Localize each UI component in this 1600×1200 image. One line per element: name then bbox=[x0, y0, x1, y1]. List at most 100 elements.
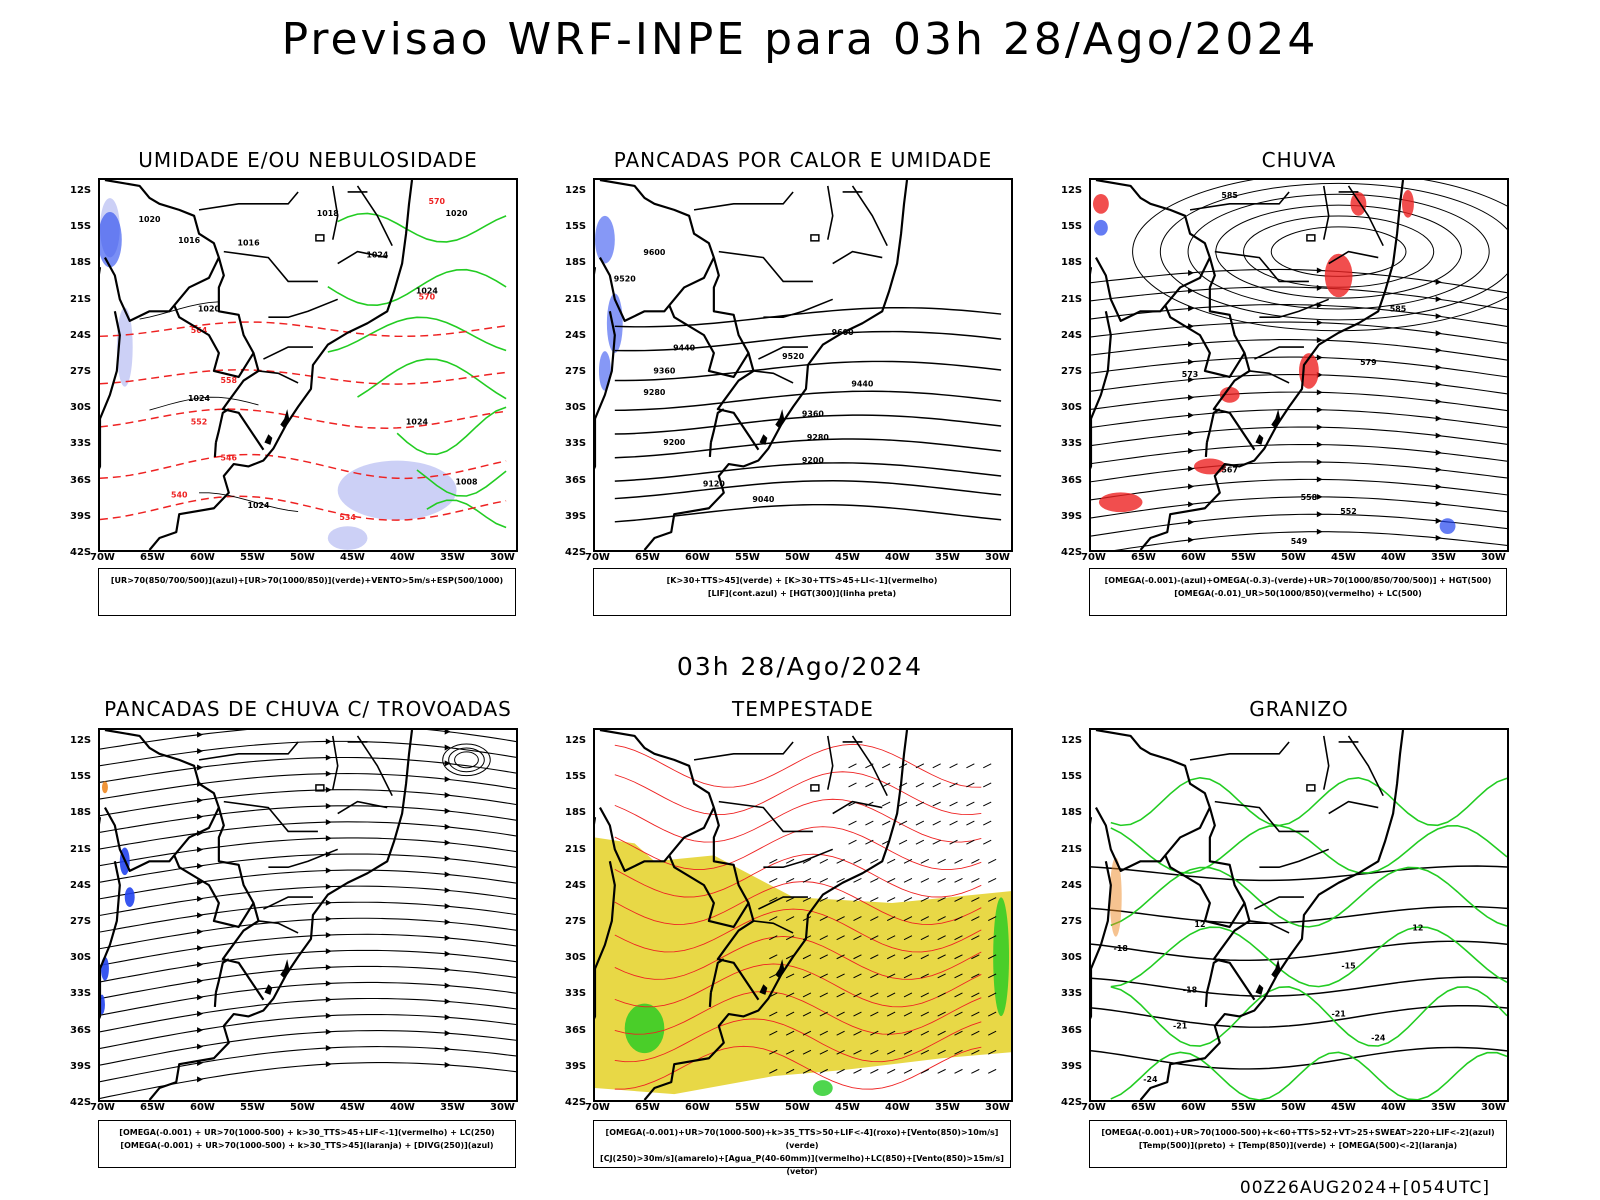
contour-label: 9360 bbox=[653, 366, 676, 375]
height-contour bbox=[614, 503, 1002, 523]
state-border bbox=[1254, 896, 1304, 910]
state-border bbox=[1189, 191, 1290, 211]
flow-arrow bbox=[197, 731, 204, 738]
lat-tick-label: 27S bbox=[70, 366, 92, 378]
wind-vector bbox=[954, 897, 963, 902]
wind-vector bbox=[987, 973, 997, 979]
streamline bbox=[1091, 304, 1507, 327]
wind-vector bbox=[853, 1068, 862, 1074]
contour-label: 552 bbox=[191, 418, 208, 427]
streamline bbox=[614, 1045, 982, 1090]
lon-tick-label: 40W bbox=[885, 1102, 910, 1113]
panel-title-pancadas-calor: PANCADAS POR CALOR E UMIDADE bbox=[613, 148, 993, 172]
wind-vector bbox=[987, 992, 997, 998]
wind-vector bbox=[987, 935, 997, 941]
state-borders bbox=[198, 735, 393, 934]
wind-vector bbox=[920, 1030, 930, 1036]
flow-arrow bbox=[197, 748, 204, 755]
wind-vector bbox=[949, 782, 958, 788]
lat-tick-label: 27S bbox=[565, 366, 587, 378]
wind-vector bbox=[848, 763, 857, 769]
flow-arrow bbox=[1188, 483, 1195, 490]
basemap bbox=[595, 180, 909, 550]
lat-tick-label: 42S bbox=[1061, 547, 1083, 558]
wind-vector bbox=[819, 858, 828, 864]
flow-arrow bbox=[197, 879, 204, 886]
forecast-time-label: 03h 28/Ago/2024 bbox=[676, 652, 924, 681]
state-border bbox=[763, 848, 834, 869]
state-border bbox=[198, 191, 299, 211]
wind-vector bbox=[932, 839, 941, 845]
flow-arrow bbox=[1188, 341, 1195, 348]
temperature-500-contour bbox=[1091, 865, 1507, 882]
pressure-contour bbox=[139, 301, 219, 320]
lake bbox=[1255, 434, 1264, 445]
flow-arrow bbox=[1435, 449, 1442, 456]
map-canvas bbox=[100, 730, 516, 1100]
flow-arrow bbox=[444, 998, 451, 1005]
contour-label: 12 bbox=[1194, 920, 1205, 929]
state-border bbox=[356, 185, 393, 247]
wind-vector bbox=[954, 992, 963, 998]
lon-tick-label: 60W bbox=[190, 1102, 215, 1113]
wind-vector bbox=[987, 858, 997, 864]
flow-arrow bbox=[444, 934, 451, 941]
streamline bbox=[1091, 408, 1507, 428]
flow-arrow bbox=[197, 797, 204, 804]
moisture-contour bbox=[396, 406, 507, 456]
lat-tick-label: 15S bbox=[565, 771, 587, 783]
moisture-contour bbox=[337, 212, 507, 243]
streamline bbox=[448, 747, 485, 773]
lon-tick-label: 35W bbox=[935, 1102, 960, 1113]
wind-vector bbox=[937, 935, 946, 941]
wind-vector bbox=[903, 1011, 913, 1017]
flow-arrow bbox=[197, 945, 204, 952]
country-border bbox=[1091, 861, 1112, 1020]
lat-tick-label: 21S bbox=[565, 843, 587, 855]
country-border bbox=[1204, 442, 1208, 457]
wind-vector bbox=[886, 1011, 896, 1017]
lat-tick-label: 18S bbox=[565, 257, 587, 269]
flow-arrow bbox=[1188, 430, 1195, 437]
flow-arrow bbox=[444, 1030, 451, 1037]
flow-arrow bbox=[1316, 459, 1323, 465]
contour-label: -24 bbox=[1143, 1075, 1158, 1084]
flow-arrow bbox=[444, 1061, 451, 1068]
lon-tick-label: 40W bbox=[1381, 1102, 1406, 1113]
country-border bbox=[1164, 854, 1246, 929]
flow-arrow bbox=[444, 730, 451, 735]
wind-vector bbox=[769, 935, 778, 941]
temperature-500-contour bbox=[1091, 976, 1507, 997]
contour-label: 570 bbox=[419, 292, 436, 301]
streamline bbox=[100, 805, 516, 833]
wind-area bbox=[993, 897, 1010, 1017]
lat-tick-label: 30S bbox=[1061, 952, 1083, 964]
wind-vector bbox=[819, 897, 828, 902]
wind-vector bbox=[785, 1068, 795, 1074]
contour-label: 546 bbox=[220, 453, 237, 462]
height-contour bbox=[614, 330, 1002, 352]
map-chuva: 585 585 579 573 567 558 552 549 12S 15S 18S 21S 24S 2… bbox=[1061, 178, 1509, 563]
lon-tick-label: 70W bbox=[1081, 1102, 1106, 1113]
state-border bbox=[1347, 735, 1384, 797]
legend-line: [Temp(500)](preto) + [Temp(850)](verde) … bbox=[1138, 1141, 1458, 1150]
wind-vector bbox=[785, 1030, 795, 1036]
moisture-contour bbox=[357, 358, 507, 400]
wind-vector bbox=[983, 763, 992, 769]
divergence-area bbox=[100, 956, 109, 981]
country-border bbox=[173, 854, 255, 929]
legend-line: [OMEGA(-0.001)+UR>70(1000-500)+k<60+TTS>… bbox=[1101, 1128, 1495, 1137]
wind-vector bbox=[920, 1068, 930, 1074]
wind-vector bbox=[903, 1030, 913, 1036]
wind-vector bbox=[802, 858, 812, 864]
wind-vector bbox=[886, 1068, 896, 1074]
wind-vector bbox=[819, 877, 828, 883]
wind-vector bbox=[836, 897, 845, 902]
temperature-850-contour bbox=[1110, 926, 1507, 988]
lon-tick-label: 60W bbox=[1181, 1102, 1206, 1113]
state-border bbox=[753, 370, 794, 384]
country-border bbox=[103, 807, 220, 872]
wind-vector bbox=[769, 954, 778, 960]
model-run-stamp: 00Z26AUG2024+[054UTC] bbox=[1239, 1178, 1490, 1198]
streamline bbox=[1091, 374, 1507, 395]
